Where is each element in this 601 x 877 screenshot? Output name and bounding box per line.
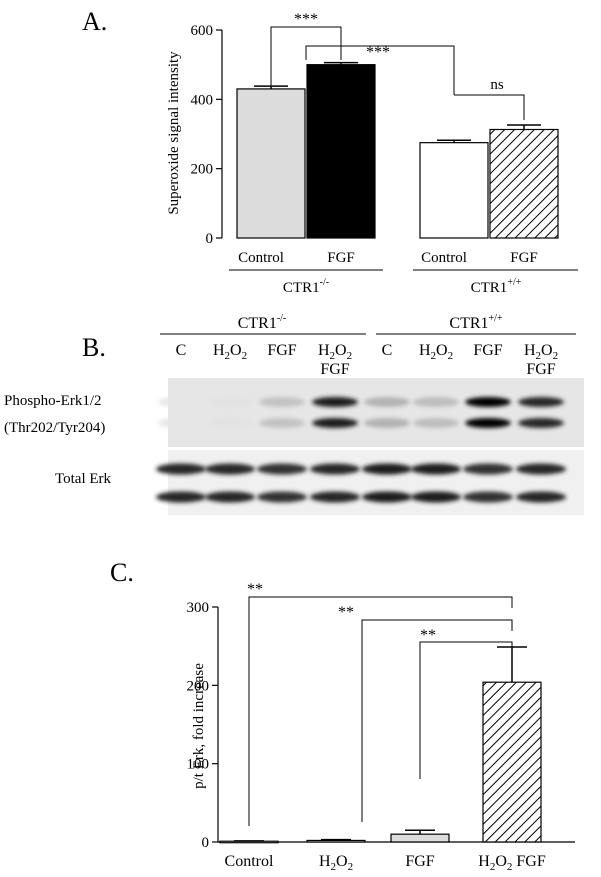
panel-a-y-axis: 0 200 400 600 [191, 23, 223, 247]
total-band [156, 491, 206, 503]
panel-b-lane-label-line2: FGF [320, 361, 349, 378]
panel-b-lane-label: FGF [473, 342, 502, 359]
phospho-erk-label-line1: Phospho-Erk1/2 [4, 393, 102, 409]
total-band [205, 463, 255, 475]
panel-a-bar [419, 142, 489, 239]
phospho-band [312, 397, 358, 407]
panel-c-bars [219, 646, 542, 844]
panel-a-group-labels: CTR1-/- CTR1+/+ [229, 269, 578, 296]
panel-c: C. p/t Erk, fold increase 0 100 200 300 Con… [110, 558, 575, 873]
panel-c-sig-2: ** [338, 604, 354, 621]
phospho-band [207, 418, 253, 428]
panel-c-y-tick-label: 300 [187, 600, 210, 616]
panel-a-y-tick-label: 0 [206, 231, 214, 247]
phospho-band [312, 418, 358, 428]
panel-c-x-label: Control [225, 853, 274, 870]
panel-a-label: A. [82, 7, 107, 36]
panel-a-x-label: Control [421, 250, 467, 266]
panel-b-lane-label-line2: FGF [526, 361, 555, 378]
phospho-band [259, 418, 305, 428]
panel-c-x-label: H2O2 FGF [478, 853, 546, 873]
phospho-band [158, 418, 204, 428]
panel-b-lane-label: FGF [267, 342, 296, 359]
panel-a-x-label: Control [238, 250, 284, 266]
panel-b-lane-label: H2O2 [419, 342, 453, 362]
total-band [362, 463, 412, 475]
total-blot [168, 450, 584, 515]
panel-a-group1-label: CTR1-/- [283, 277, 329, 296]
panel-b-lane-label: C [176, 342, 187, 359]
panel-a-bar [236, 88, 306, 239]
total-band [516, 463, 566, 475]
panel-a-sig-brackets [270, 26, 525, 120]
panel-a-sig-within-wt: ns [490, 77, 504, 93]
panel-c-y-tick-label: 100 [187, 757, 210, 773]
panel-c-sig-1: ** [247, 581, 263, 598]
total-band [257, 463, 307, 475]
phospho-band [259, 397, 305, 407]
total-band [310, 491, 360, 503]
phospho-band [518, 397, 564, 407]
panel-a-bar [306, 64, 376, 239]
phospho-band [364, 397, 410, 407]
panel-b-group1-label: CTR1-/- [238, 313, 287, 332]
phospho-blot [168, 378, 584, 447]
phospho-band [413, 397, 459, 407]
total-band [411, 463, 461, 475]
panel-a-sig-between: *** [366, 44, 390, 61]
panel-c-y-tick-label: 0 [202, 835, 210, 851]
phospho-band [465, 397, 511, 407]
total-band [362, 491, 412, 503]
total-band [463, 491, 513, 503]
panel-b-lane-label: H2O2 [524, 342, 558, 362]
panel-a-x-label: FGF [510, 250, 538, 266]
total-band [516, 491, 566, 503]
total-band [411, 491, 461, 503]
panel-b-group2-label: CTR1+/+ [449, 313, 503, 332]
panel-a-group2-label: CTR1+/+ [471, 277, 522, 296]
panel-c-x-label: FGF [405, 853, 434, 870]
phospho-band [207, 397, 253, 407]
panel-b-lane-label: C [382, 342, 393, 359]
panel-a-x-label: FGF [327, 250, 355, 266]
panel-c-bar [390, 833, 450, 843]
panel-a-y-tick-label: 200 [191, 162, 214, 178]
panel-b-label: B. [82, 333, 106, 362]
panel-c-label: C. [110, 558, 134, 587]
phospho-band [465, 418, 511, 428]
phospho-band [518, 418, 564, 428]
panel-c-ylabel: p/t Erk, fold increase [191, 663, 207, 789]
panel-c-x-labels: Control H2O2 FGF H2O2 FGF [225, 853, 546, 873]
panel-a-bars: Control FGF Control FGF [236, 61, 559, 266]
panel-c-y-tick-label: 200 [187, 678, 210, 694]
panel-b-lane-label: H2O2 [318, 342, 352, 362]
phospho-band [158, 397, 204, 407]
panel-a-y-tick-label: 400 [191, 92, 214, 108]
panel-b-lane-label: H2O2 [213, 342, 247, 362]
phospho-band [364, 418, 410, 428]
panel-a-sig-within-ko: *** [294, 11, 318, 28]
total-erk-label: Total Erk [55, 471, 112, 487]
phospho-band [413, 418, 459, 428]
total-band [310, 463, 360, 475]
panel-c-bar [306, 839, 366, 843]
total-band [156, 463, 206, 475]
panel-a-ylabel: Superoxide signal intensity [166, 51, 182, 215]
panel-c-x-label: H2O2 [319, 853, 353, 873]
panel-a: A. Superoxide signal intensity 0 200 400 60… [82, 7, 578, 296]
panel-c-sig-brackets [248, 596, 513, 826]
total-band [257, 491, 307, 503]
total-band [205, 491, 255, 503]
panel-a-bar [489, 128, 559, 239]
panel-a-y-tick-label: 600 [191, 23, 214, 39]
total-band [463, 463, 513, 475]
panel-c-bar [482, 681, 542, 843]
panel-c-sig-3: ** [420, 627, 436, 644]
phospho-erk-label-line2: (Thr202/Tyr204) [4, 420, 105, 436]
